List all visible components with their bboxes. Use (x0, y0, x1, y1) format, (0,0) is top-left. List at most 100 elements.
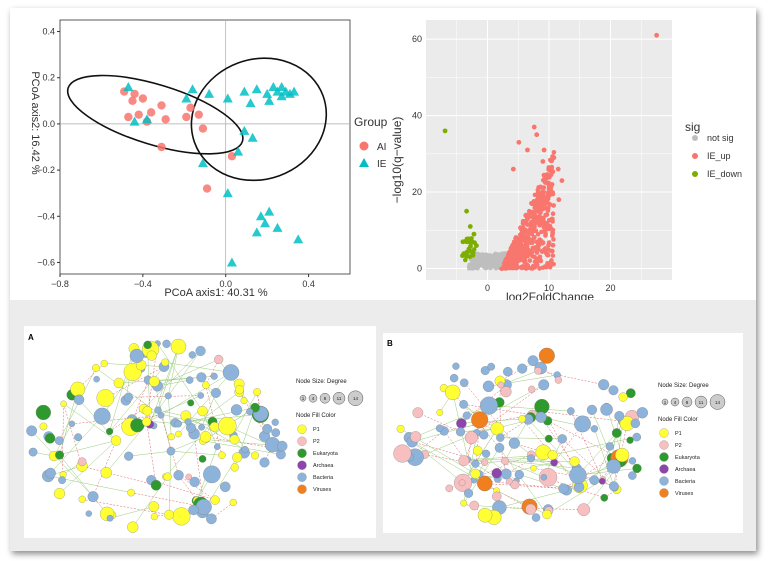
network-node (470, 468, 481, 479)
point-ie-down (464, 254, 469, 259)
network-node (106, 514, 114, 522)
point-ie-up (523, 242, 529, 247)
network-edge (193, 433, 205, 507)
network-node (54, 436, 64, 445)
network-node (195, 345, 206, 356)
network-node (598, 379, 610, 391)
pcoa-y-tick-label: 0.0 (42, 119, 55, 129)
point-ie (264, 206, 275, 216)
network-edge (77, 363, 105, 390)
point-ie-up (530, 245, 536, 251)
network-node (558, 483, 569, 494)
network-node (210, 495, 220, 505)
point-ie-down (466, 247, 472, 252)
point-ie-up (546, 193, 552, 199)
network-edge (105, 366, 165, 399)
point-ie (129, 116, 140, 126)
network-node (547, 450, 558, 460)
point-ai (128, 96, 137, 106)
fill-legend-swatch-archaea (297, 460, 307, 470)
size-legend-circle (670, 397, 680, 407)
point-ie-down (470, 250, 476, 256)
point-ie-up (550, 190, 556, 195)
figure-frame: −0.8 −0.4 0.0 0.4 0.4 0.2 0.0 −0.2 −0.4 −0.6 PCoA… (10, 8, 756, 551)
network-edge (499, 355, 547, 382)
network-node (262, 424, 273, 434)
point-ie-up (547, 202, 553, 207)
network-node (129, 348, 144, 363)
network-edge (471, 384, 544, 438)
pcoa-legend-title: Group (354, 115, 388, 129)
network-node (73, 394, 85, 405)
point-ie-up (549, 165, 554, 171)
point-not-sig (477, 252, 483, 258)
size-legend-value: 4 (312, 396, 315, 401)
network-edge (157, 359, 219, 387)
point-ie (239, 125, 250, 135)
network-edge (540, 417, 620, 459)
network-node (542, 509, 552, 520)
point-ai (194, 110, 203, 119)
network-node (185, 473, 193, 481)
point-ie-up (546, 242, 551, 248)
network-node (203, 465, 221, 484)
fill-legend-label-p2: P2 (675, 443, 682, 449)
size-legend-value: 11 (337, 396, 342, 401)
point-ie-up (532, 205, 538, 211)
point-ie (272, 86, 283, 96)
network-node (189, 476, 200, 488)
point-ie-up (551, 155, 557, 161)
network-node (232, 452, 243, 463)
network-node (124, 451, 134, 461)
network-edge (415, 405, 490, 438)
point-ie-up (550, 253, 556, 258)
network-node (396, 424, 405, 433)
point-ie (264, 95, 275, 105)
point-ie-up (550, 242, 556, 248)
point-ie-up (544, 172, 550, 177)
ellipse-ai (66, 74, 244, 155)
network-edge (168, 346, 179, 396)
network-node (471, 459, 480, 468)
network-edge (59, 440, 117, 494)
network-b-label: B (387, 339, 393, 348)
point-ie-down (474, 243, 479, 248)
point-ie (276, 91, 287, 101)
size-legend-circle (694, 395, 708, 409)
point-ie-up (541, 194, 546, 200)
size-legend-value: 1 (664, 400, 667, 405)
point-ie-up (550, 169, 556, 175)
network-node (172, 507, 191, 526)
volcano-y-tick-label: 40 (412, 111, 422, 121)
point-ie (262, 88, 273, 98)
point-ie-up (514, 241, 520, 246)
network-node (251, 451, 259, 460)
fill-legend-swatch-archaea (659, 464, 669, 474)
network-node (74, 433, 82, 442)
network-node (96, 389, 115, 407)
point-ie-up (530, 253, 535, 259)
network-node (60, 400, 67, 408)
network-edge (202, 411, 218, 447)
size-legend-value: 11 (699, 400, 704, 405)
point-ie (142, 114, 152, 124)
network-node (464, 431, 478, 445)
network-node (412, 407, 424, 419)
network-node (211, 387, 221, 398)
network-node (531, 513, 541, 522)
network-node (625, 388, 636, 399)
point-not-sig (479, 262, 485, 267)
network-edge (552, 436, 637, 456)
network-node (185, 376, 194, 384)
network-node (87, 491, 99, 503)
network-node (609, 481, 619, 492)
legend-notsig-marker (692, 135, 698, 141)
point-ai (161, 115, 170, 124)
network-edge (484, 483, 564, 489)
network-node (534, 398, 550, 415)
size-legend-value: 8 (686, 400, 689, 405)
network-node (508, 437, 520, 449)
size-legend-circle (661, 398, 669, 406)
fill-legend-label-bacteria: Bacteria (675, 479, 696, 485)
network-node (271, 428, 281, 438)
